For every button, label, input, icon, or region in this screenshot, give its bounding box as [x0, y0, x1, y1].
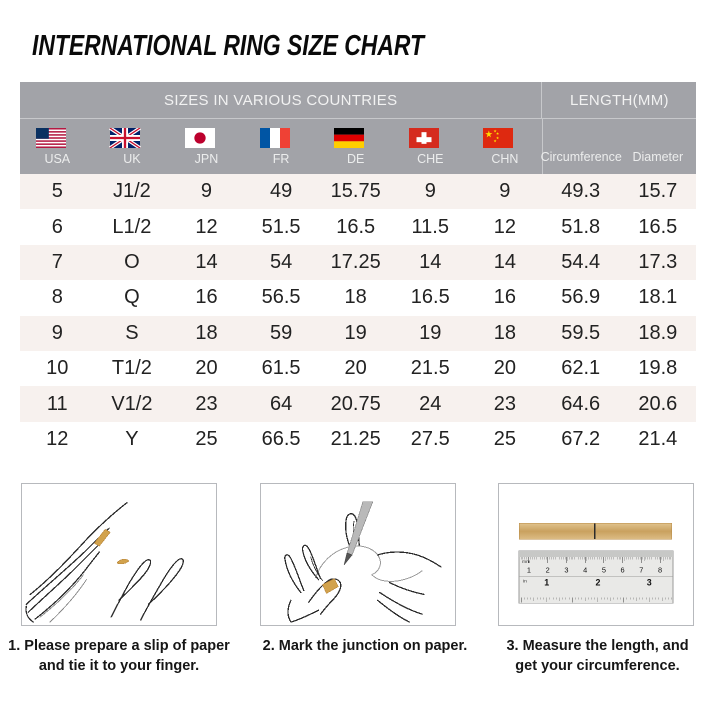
svg-text:3: 3: [564, 566, 568, 575]
svg-text:7: 7: [639, 566, 643, 575]
svg-text:mm: mm: [522, 560, 530, 565]
svg-text:8: 8: [658, 566, 662, 575]
svg-text:5: 5: [602, 566, 606, 575]
svg-text:2: 2: [596, 578, 601, 588]
svg-text:3: 3: [647, 578, 652, 588]
svg-text:1: 1: [527, 566, 531, 575]
svg-text:in: in: [523, 579, 527, 585]
svg-text:2: 2: [546, 566, 550, 575]
svg-text:6: 6: [621, 566, 625, 575]
svg-text:4: 4: [583, 566, 587, 575]
svg-text:1: 1: [544, 578, 549, 588]
